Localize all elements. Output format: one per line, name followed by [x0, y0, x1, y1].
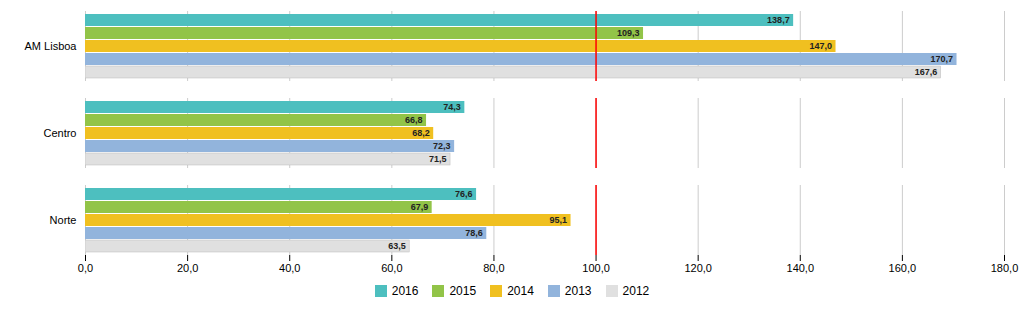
svg-text:AM Lisboa: AM Lisboa — [25, 40, 78, 52]
svg-text:63,5: 63,5 — [388, 241, 406, 251]
html-text:2013: 2013 — [564, 284, 592, 298]
svg-text:66,8: 66,8 — [405, 115, 423, 125]
svg-text:78,6: 78,6 — [465, 228, 483, 238]
svg-text:40,0: 40,0 — [279, 262, 300, 274]
svg-text:76,6: 76,6 — [455, 189, 473, 199]
html-text:2014: 2014 — [507, 284, 534, 298]
svg-text:120,0: 120,0 — [684, 262, 712, 274]
svg-text:67,9: 67,9 — [411, 202, 429, 212]
svg-text:Norte: Norte — [50, 214, 77, 226]
svg-text:74,3: 74,3 — [443, 102, 461, 112]
svg-text:68,2: 68,2 — [412, 128, 430, 138]
svg-text:72,3: 72,3 — [433, 141, 451, 151]
svg-text:0,0: 0,0 — [78, 262, 93, 274]
svg-text:80,0: 80,0 — [483, 262, 504, 274]
svg-text:167,6: 167,6 — [915, 67, 938, 77]
svg-text:95,1: 95,1 — [550, 215, 568, 225]
svg-text:Centro: Centro — [43, 127, 76, 139]
html-text:2012: 2012 — [622, 284, 650, 298]
svg-text:20,0: 20,0 — [177, 262, 198, 274]
html-text:2016: 2016 — [391, 284, 419, 298]
svg-text:140,0: 140,0 — [787, 262, 815, 274]
svg-text:170,7: 170,7 — [930, 54, 953, 64]
svg-text:180,0: 180,0 — [991, 262, 1019, 274]
svg-text:100,0: 100,0 — [582, 262, 610, 274]
svg-text:71,5: 71,5 — [429, 154, 447, 164]
svg-text:138,7: 138,7 — [767, 15, 790, 25]
svg-text:109,3: 109,3 — [617, 28, 640, 38]
svg-text:60,0: 60,0 — [381, 262, 402, 274]
svg-text:147,0: 147,0 — [809, 41, 832, 51]
svg-text:160,0: 160,0 — [889, 262, 917, 274]
html-text:2015: 2015 — [449, 284, 477, 298]
